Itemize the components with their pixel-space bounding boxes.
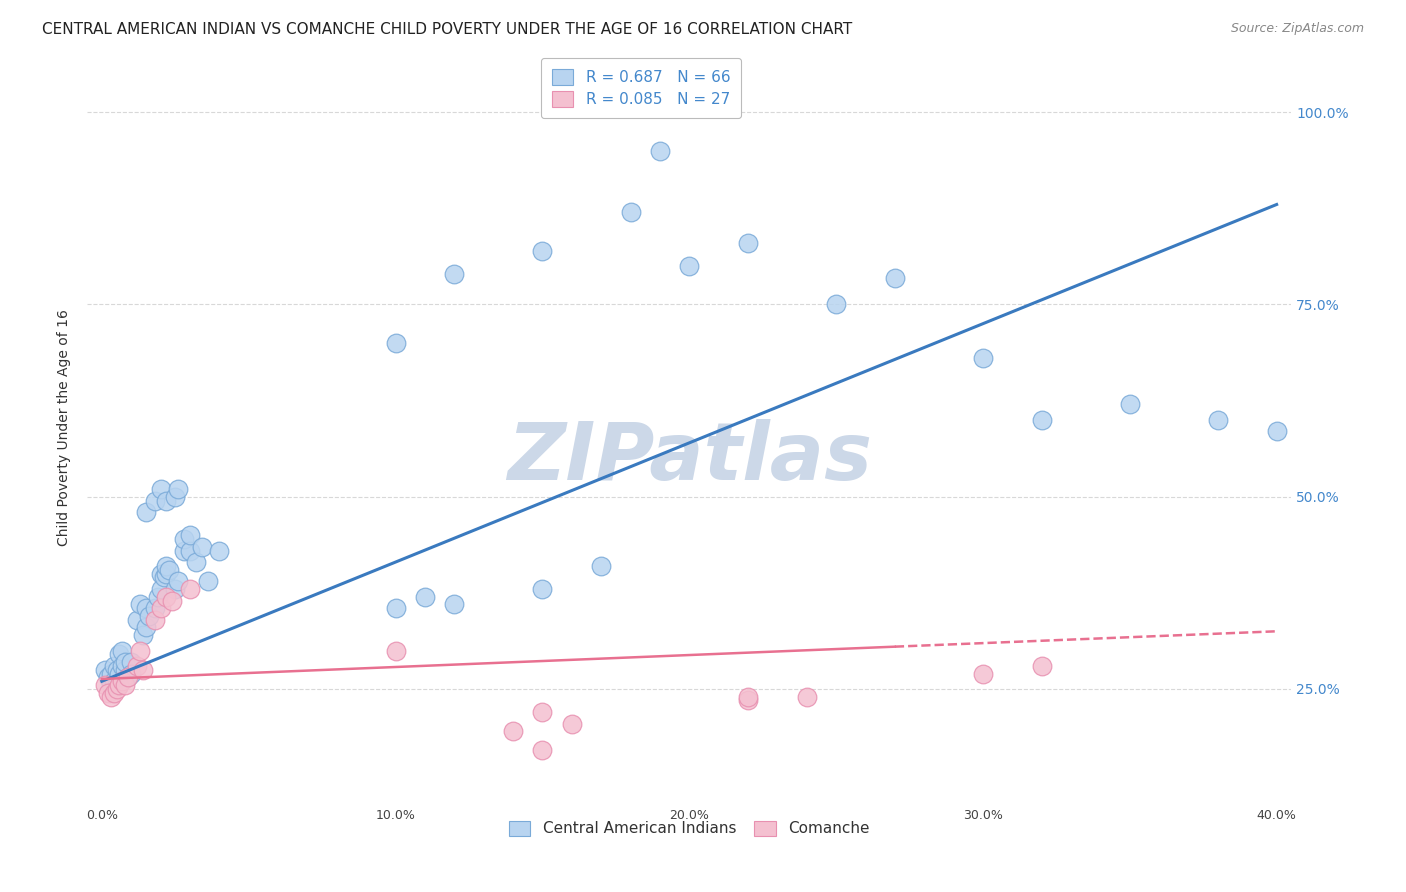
Point bbox=[114, 678, 136, 692]
Point bbox=[132, 628, 155, 642]
Point bbox=[105, 663, 128, 677]
Point bbox=[737, 690, 759, 704]
Point bbox=[825, 297, 848, 311]
Point bbox=[100, 690, 122, 704]
Point bbox=[152, 570, 174, 584]
Point bbox=[531, 582, 554, 596]
Point bbox=[149, 482, 172, 496]
Point bbox=[125, 613, 148, 627]
Point bbox=[103, 674, 125, 689]
Point bbox=[97, 686, 120, 700]
Point bbox=[531, 743, 554, 757]
Point bbox=[1206, 413, 1229, 427]
Point bbox=[162, 593, 184, 607]
Point bbox=[103, 659, 125, 673]
Point bbox=[143, 601, 166, 615]
Point bbox=[384, 643, 406, 657]
Point bbox=[143, 493, 166, 508]
Point bbox=[117, 670, 139, 684]
Point bbox=[103, 686, 125, 700]
Point bbox=[111, 659, 134, 673]
Point bbox=[117, 670, 139, 684]
Point bbox=[149, 601, 172, 615]
Point bbox=[149, 582, 172, 596]
Point bbox=[125, 659, 148, 673]
Point bbox=[1265, 425, 1288, 439]
Point bbox=[165, 490, 187, 504]
Point bbox=[883, 270, 905, 285]
Point bbox=[796, 690, 818, 704]
Point bbox=[155, 493, 177, 508]
Point bbox=[197, 574, 219, 589]
Point bbox=[208, 543, 231, 558]
Point bbox=[972, 666, 994, 681]
Point bbox=[105, 681, 128, 696]
Point bbox=[155, 590, 177, 604]
Point bbox=[157, 563, 180, 577]
Point bbox=[443, 267, 465, 281]
Point bbox=[138, 608, 160, 623]
Point bbox=[179, 528, 201, 542]
Point bbox=[648, 144, 671, 158]
Legend: Central American Indians, Comanche: Central American Indians, Comanche bbox=[499, 812, 879, 846]
Point bbox=[97, 670, 120, 684]
Point bbox=[108, 648, 131, 662]
Point bbox=[108, 666, 131, 681]
Point bbox=[531, 244, 554, 258]
Point bbox=[384, 601, 406, 615]
Text: CENTRAL AMERICAN INDIAN VS COMANCHE CHILD POVERTY UNDER THE AGE OF 16 CORRELATIO: CENTRAL AMERICAN INDIAN VS COMANCHE CHIL… bbox=[42, 22, 852, 37]
Text: Source: ZipAtlas.com: Source: ZipAtlas.com bbox=[1230, 22, 1364, 36]
Point bbox=[111, 643, 134, 657]
Point bbox=[129, 643, 152, 657]
Point bbox=[135, 601, 157, 615]
Point bbox=[155, 558, 177, 573]
Y-axis label: Child Poverty Under the Age of 16: Child Poverty Under the Age of 16 bbox=[58, 309, 72, 546]
Point bbox=[184, 555, 207, 569]
Point bbox=[413, 590, 436, 604]
Point bbox=[179, 582, 201, 596]
Point bbox=[114, 655, 136, 669]
Point bbox=[155, 566, 177, 581]
Point bbox=[114, 663, 136, 677]
Point bbox=[173, 532, 195, 546]
Point bbox=[100, 666, 122, 681]
Text: ZIPatlas: ZIPatlas bbox=[506, 418, 872, 497]
Point bbox=[443, 598, 465, 612]
Point bbox=[502, 724, 524, 739]
Point bbox=[165, 582, 187, 596]
Point bbox=[167, 574, 190, 589]
Point bbox=[531, 705, 554, 719]
Point bbox=[179, 543, 201, 558]
Point bbox=[120, 655, 142, 669]
Point bbox=[143, 613, 166, 627]
Point bbox=[132, 663, 155, 677]
Point bbox=[678, 259, 700, 273]
Point bbox=[135, 505, 157, 519]
Point bbox=[129, 598, 152, 612]
Point bbox=[146, 590, 169, 604]
Point bbox=[737, 235, 759, 250]
Point bbox=[94, 663, 117, 677]
Point bbox=[561, 716, 583, 731]
Point bbox=[591, 558, 613, 573]
Point bbox=[173, 543, 195, 558]
Point bbox=[1119, 397, 1142, 411]
Point bbox=[149, 566, 172, 581]
Point bbox=[1031, 413, 1053, 427]
Point bbox=[1031, 659, 1053, 673]
Point bbox=[94, 678, 117, 692]
Point bbox=[619, 205, 641, 219]
Point bbox=[384, 335, 406, 350]
Point bbox=[120, 666, 142, 681]
Point bbox=[100, 678, 122, 692]
Point bbox=[135, 620, 157, 634]
Point bbox=[108, 678, 131, 692]
Point bbox=[167, 482, 190, 496]
Point bbox=[105, 678, 128, 692]
Point bbox=[737, 693, 759, 707]
Point bbox=[190, 540, 212, 554]
Point bbox=[111, 674, 134, 689]
Point bbox=[972, 351, 994, 366]
